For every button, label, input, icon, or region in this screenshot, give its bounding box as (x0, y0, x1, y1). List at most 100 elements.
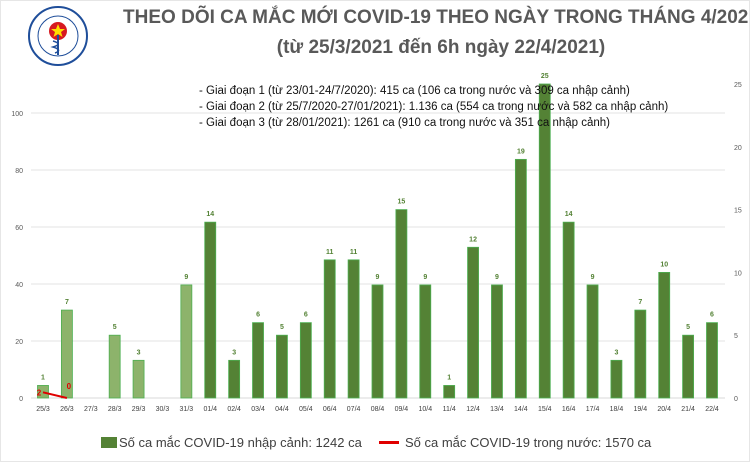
bar-data-label: 14 (206, 211, 214, 218)
right-axis-tick: 25 (734, 82, 742, 89)
bar-data-label: 1 (447, 374, 451, 381)
left-axis-tick: 40 (15, 282, 23, 289)
bar (610, 359, 623, 399)
x-tick-label: 30/3 (156, 406, 170, 413)
bar-data-label: 6 (304, 312, 308, 319)
legend-item-domestic: Số ca mắc COVID-19 trong nước: 1570 ca (379, 435, 651, 450)
bar (371, 284, 384, 399)
bar (658, 271, 671, 399)
bar-data-label: 15 (397, 199, 405, 206)
x-tick-label: 06/4 (323, 406, 337, 413)
bar-data-label: 14 (565, 211, 573, 218)
legend-item-imported: Số ca mắc COVID-19 nhập cảnh: 1242 ca (101, 435, 362, 450)
bar (419, 284, 432, 399)
bar-data-label: 9 (591, 274, 595, 281)
note-phase-3: - Giai đoạn 3 (từ 28/01/2021): 1261 ca (… (199, 117, 611, 129)
bar-data-label: 5 (280, 324, 284, 331)
bar (634, 309, 647, 399)
bar (108, 334, 121, 399)
x-tick-label: 21/4 (681, 406, 695, 413)
note-phase-2: - Giai đoạn 2 (từ 25/7/2020-27/01/2021):… (199, 101, 669, 113)
bar-data-label: 5 (686, 324, 690, 331)
bar (299, 322, 312, 399)
left-axis-tick: 60 (15, 225, 23, 232)
bar-data-label: 9 (423, 274, 427, 281)
legend-label-imported: Số ca mắc COVID-19 nhập cảnh: 1242 ca (119, 435, 362, 450)
x-tick-label: 09/4 (395, 406, 409, 413)
bar (538, 83, 551, 399)
right-axis-tick: 15 (734, 208, 742, 215)
x-tick-label: 03/4 (251, 406, 265, 413)
bar (228, 359, 241, 399)
x-tick-label: 15/4 (538, 406, 552, 413)
bar-data-label: 6 (256, 312, 260, 319)
chart-title: THEO DÕI CA MẮC MỚI COVID-19 THEO NGÀY T… (123, 7, 750, 28)
bar (37, 385, 49, 399)
line-data-label: 2 (37, 388, 42, 397)
bar-data-label: 3 (137, 349, 141, 356)
bar (323, 259, 336, 399)
bar (347, 259, 360, 399)
bar (682, 334, 695, 399)
bar (514, 158, 527, 399)
bar-data-label: 5 (113, 324, 117, 331)
left-axis-tick: 20 (15, 339, 23, 346)
bar (252, 322, 264, 399)
x-tick-label: 01/4 (203, 406, 217, 413)
line-data-label: 0 (67, 382, 72, 391)
bar (132, 359, 145, 399)
note-phase-1: - Giai đoạn 1 (từ 23/01-24/7/2020): 415 … (199, 85, 630, 97)
x-tick-label: 11/4 (443, 406, 456, 413)
bar (443, 385, 456, 399)
bar (562, 221, 575, 399)
left-axis-tick: 100 (11, 111, 23, 118)
x-tick-label: 05/4 (299, 406, 313, 413)
bar-data-label: 9 (184, 274, 188, 281)
bar-data-label: 9 (376, 274, 380, 281)
bar (395, 209, 408, 399)
bar (491, 284, 503, 399)
x-tick-label: 19/4 (634, 406, 648, 413)
bar-data-label: 3 (232, 349, 236, 356)
legend-swatch-bar (101, 437, 117, 448)
bar-data-label: 9 (495, 274, 499, 281)
left-axis-tick: 0 (19, 396, 23, 403)
bar-data-label: 3 (614, 349, 618, 356)
bar-data-label: 1 (41, 374, 45, 381)
domestic-line (42, 391, 68, 399)
bar (180, 284, 193, 399)
x-tick-label: 28/3 (108, 406, 122, 413)
bar-data-label: 7 (638, 299, 642, 306)
left-axis-tick: 80 (15, 168, 23, 175)
right-axis-tick: 10 (734, 270, 742, 277)
x-tick-label: 20/4 (657, 406, 671, 413)
right-axis-tick: 0 (734, 396, 738, 403)
x-tick-label: 16/4 (562, 406, 576, 413)
x-tick-label: 29/3 (132, 406, 146, 413)
x-tick-label: 17/4 (586, 406, 600, 413)
x-tick-label: 02/4 (227, 406, 241, 413)
notes: - Giai đoạn 1 (từ 23/01-24/7/2020): 415 … (199, 83, 668, 131)
legend-swatch-line (379, 441, 399, 444)
x-tick-label: 14/4 (514, 406, 528, 413)
x-tick-label: 18/4 (610, 406, 624, 413)
bar (467, 246, 479, 399)
bar (706, 322, 718, 399)
x-tick-label: 08/4 (371, 406, 385, 413)
bar-data-label: 11 (350, 249, 358, 256)
bar (276, 334, 288, 399)
x-tick-label: 07/4 (347, 406, 361, 413)
x-tick-label: 22/4 (705, 406, 719, 413)
x-tick-label: 27/3 (84, 406, 98, 413)
bar-data-label: 10 (660, 261, 668, 268)
x-tick-label: 25/3 (36, 406, 50, 413)
right-axis-tick: 20 (734, 145, 742, 152)
x-tick-label: 10/4 (418, 406, 432, 413)
bar-data-label: 11 (326, 249, 334, 256)
chart-subtitle: (từ 25/3/2021 đến 6h ngày 22/4/2021) (276, 37, 606, 58)
x-tick-label: 04/4 (275, 406, 289, 413)
legend-label-domestic: Số ca mắc COVID-19 trong nước: 1570 ca (405, 435, 652, 450)
bar-data-label: 19 (517, 148, 525, 155)
